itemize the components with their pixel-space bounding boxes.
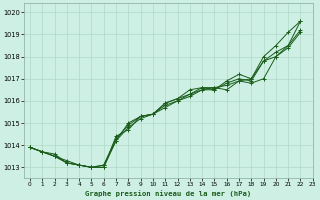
X-axis label: Graphe pression niveau de la mer (hPa): Graphe pression niveau de la mer (hPa) bbox=[85, 190, 252, 197]
